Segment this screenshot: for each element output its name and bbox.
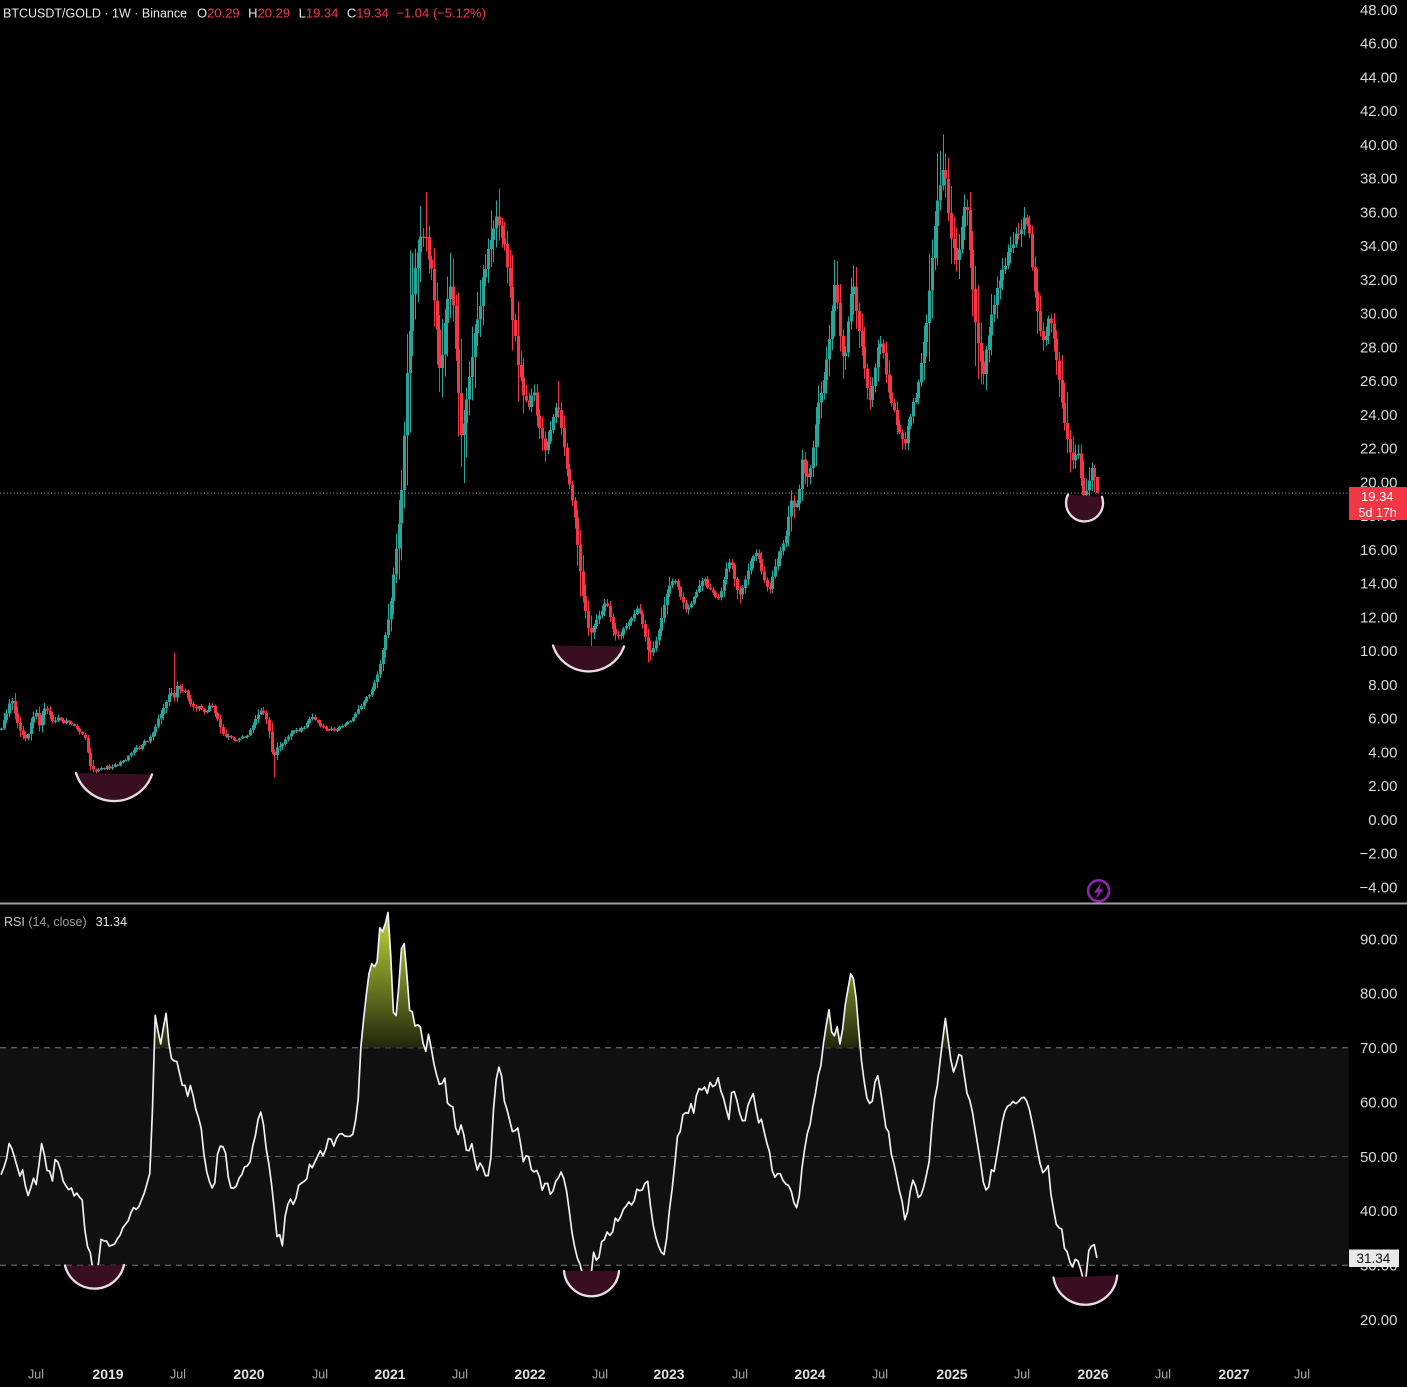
svg-text:2025: 2025 [936, 1366, 967, 1382]
svg-text:Jul: Jul [1155, 1368, 1171, 1382]
svg-text:34.00: 34.00 [1360, 238, 1398, 255]
svg-text:Jul: Jul [312, 1368, 328, 1382]
svg-text:10.00: 10.00 [1360, 643, 1398, 660]
svg-text:40.00: 40.00 [1360, 137, 1398, 154]
svg-text:12.00: 12.00 [1360, 609, 1398, 626]
svg-text:19.34: 19.34 [1361, 489, 1394, 504]
svg-text:40.00: 40.00 [1360, 1203, 1398, 1220]
svg-text:2021: 2021 [374, 1366, 405, 1382]
svg-text:2022: 2022 [514, 1366, 545, 1382]
svg-text:14.00: 14.00 [1360, 576, 1398, 593]
svg-text:28.00: 28.00 [1360, 339, 1398, 356]
svg-text:90.00: 90.00 [1360, 931, 1398, 948]
svg-text:16.00: 16.00 [1360, 542, 1398, 559]
svg-text:2023: 2023 [653, 1366, 684, 1382]
svg-text:2019: 2019 [92, 1366, 123, 1382]
svg-text:Jul: Jul [732, 1368, 748, 1382]
svg-text:46.00: 46.00 [1360, 36, 1398, 53]
svg-text:5d 17h: 5d 17h [1359, 506, 1397, 520]
svg-text:Jul: Jul [1014, 1368, 1030, 1382]
svg-text:RSI (14, close)31.34: RSI (14, close) 31.34 [4, 915, 127, 929]
svg-text:−2.00: −2.00 [1360, 846, 1398, 863]
svg-text:48.00: 48.00 [1360, 2, 1398, 19]
svg-text:−4.00: −4.00 [1360, 879, 1398, 896]
svg-text:Jul: Jul [28, 1368, 44, 1382]
svg-text:8.00: 8.00 [1368, 677, 1397, 694]
svg-text:32.00: 32.00 [1360, 272, 1398, 289]
svg-text:Jul: Jul [872, 1368, 888, 1382]
svg-text:20.00: 20.00 [1360, 1312, 1398, 1329]
svg-text:38.00: 38.00 [1360, 171, 1398, 188]
svg-text:22.00: 22.00 [1360, 441, 1398, 458]
svg-text:2027: 2027 [1218, 1366, 1249, 1382]
svg-text:30.00: 30.00 [1360, 306, 1398, 323]
svg-text:2024: 2024 [794, 1366, 825, 1382]
svg-text:60.00: 60.00 [1360, 1094, 1398, 1111]
svg-text:4.00: 4.00 [1368, 744, 1397, 761]
svg-text:6.00: 6.00 [1368, 711, 1397, 728]
svg-text:2.00: 2.00 [1368, 778, 1397, 795]
svg-text:Jul: Jul [170, 1368, 186, 1382]
svg-text:2026: 2026 [1077, 1366, 1108, 1382]
svg-text:BTCUSDT/GOLD · 1W · Binance: BTCUSDT/GOLD · 1W · Binance [3, 7, 187, 21]
svg-text:36.00: 36.00 [1360, 204, 1398, 221]
svg-text:Jul: Jul [1294, 1368, 1310, 1382]
svg-text:80.00: 80.00 [1360, 986, 1398, 1003]
svg-text:50.00: 50.00 [1360, 1149, 1398, 1166]
svg-text:Jul: Jul [452, 1368, 468, 1382]
svg-text:Jul: Jul [592, 1368, 608, 1382]
svg-text:2020: 2020 [233, 1366, 264, 1382]
svg-text:70.00: 70.00 [1360, 1040, 1398, 1057]
svg-text:26.00: 26.00 [1360, 373, 1398, 390]
svg-text:42.00: 42.00 [1360, 103, 1398, 120]
svg-text:24.00: 24.00 [1360, 407, 1398, 424]
svg-text:0.00: 0.00 [1368, 812, 1397, 829]
svg-text:31.34: 31.34 [1357, 1251, 1391, 1266]
svg-text:44.00: 44.00 [1360, 69, 1398, 86]
